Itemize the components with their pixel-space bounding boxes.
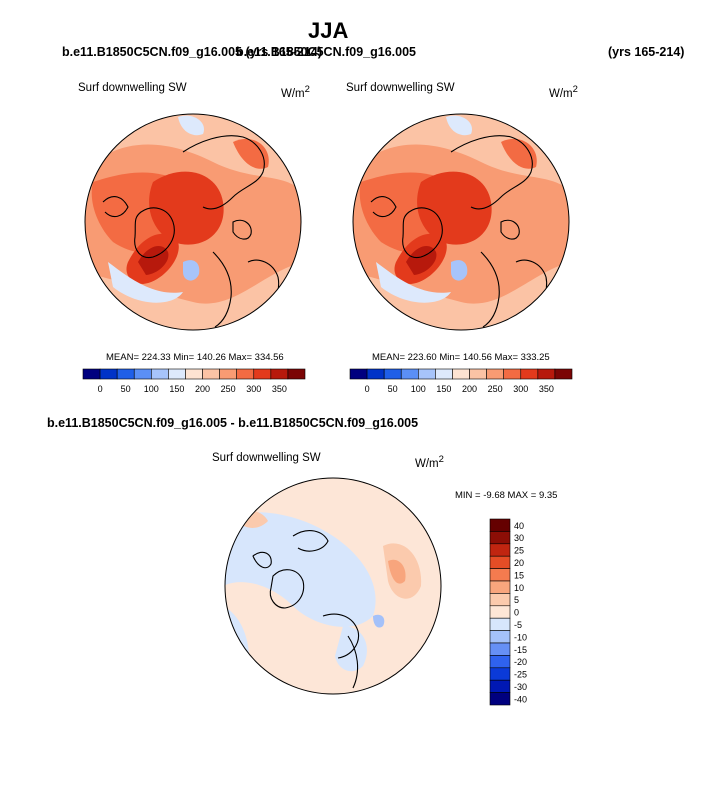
colorbar-box bbox=[489, 617, 511, 631]
colorbar-box bbox=[82, 368, 101, 380]
panel2-colorbar: 0 50 100 150 200 250 300 350 bbox=[349, 368, 573, 394]
colorbar-box bbox=[489, 593, 511, 607]
colorbar-box bbox=[486, 368, 504, 380]
colorbar-tick-label: -15 bbox=[514, 645, 527, 655]
colorbar-tick-label: 250 bbox=[221, 384, 236, 394]
map-fill bbox=[353, 114, 569, 330]
colorbar-box bbox=[287, 368, 306, 380]
diff-header: b.e11.B1850C5CN.f09_g16.005 - b.e11.B185… bbox=[47, 416, 419, 430]
colorbar-tick-label: 300 bbox=[513, 384, 528, 394]
colorbar-tick-label: 200 bbox=[462, 384, 477, 394]
colorbar-box bbox=[349, 368, 368, 380]
colorbar-tick-label: 300 bbox=[246, 384, 261, 394]
coastlines bbox=[252, 530, 360, 689]
colorbar-tick-label: 250 bbox=[488, 384, 503, 394]
colorbar-tick-label: -25 bbox=[514, 670, 527, 680]
map-fill bbox=[85, 114, 301, 330]
colorbar-tick-label: -20 bbox=[514, 657, 527, 667]
colorbar-box bbox=[489, 630, 511, 644]
page-title: JJA bbox=[308, 18, 349, 43]
colorbar-box bbox=[489, 555, 511, 569]
colorbar-tick-label: 10 bbox=[514, 583, 524, 593]
colorbar-box bbox=[366, 368, 385, 380]
colorbar-tick-label: 25 bbox=[514, 546, 524, 556]
colorbar-tick-label: 100 bbox=[144, 384, 159, 394]
colorbar-tick-label: 150 bbox=[169, 384, 184, 394]
colorbar-tick-label: -30 bbox=[514, 682, 527, 692]
colorbar-box bbox=[520, 368, 539, 380]
colorbar-tick-label: -40 bbox=[514, 694, 527, 704]
colorbar-box bbox=[435, 368, 453, 380]
colorbar-box bbox=[489, 692, 511, 706]
colorbar-box bbox=[489, 679, 511, 693]
colorbar-box bbox=[489, 605, 511, 619]
colorbar-box bbox=[270, 368, 289, 380]
colorbar-box bbox=[537, 368, 556, 380]
panel1-title: Surf downwelling SW bbox=[78, 82, 187, 94]
colorbar-tick-label: -5 bbox=[514, 620, 522, 630]
colorbar-box bbox=[133, 368, 152, 380]
colorbar-box bbox=[489, 642, 511, 656]
colorbar-tick-label: 200 bbox=[195, 384, 210, 394]
colorbar-box bbox=[489, 580, 511, 594]
panel3-title: Surf downwelling SW bbox=[212, 452, 321, 464]
colorbar-tick-label: 0 bbox=[365, 384, 370, 394]
colorbar-box bbox=[236, 368, 255, 380]
colorbar-box bbox=[489, 543, 511, 557]
colorbar-tick-label: 5 bbox=[514, 595, 519, 605]
colorbar-box bbox=[489, 655, 511, 669]
colorbar-box bbox=[168, 368, 186, 380]
colorbar-tick-label: 40 bbox=[514, 521, 524, 531]
colorbar-box bbox=[185, 368, 203, 380]
colorbar-box bbox=[383, 368, 402, 380]
colorbar-tick-label: 15 bbox=[514, 570, 524, 580]
colorbar-tick-label: 0 bbox=[98, 384, 103, 394]
colorbar-box bbox=[489, 568, 511, 582]
panel3-polar-map bbox=[224, 477, 442, 695]
colorbar-tick-label: -10 bbox=[514, 632, 527, 642]
colorbar-box bbox=[99, 368, 118, 380]
right-years-label: (yrs 165-214) bbox=[608, 45, 685, 59]
map-fill bbox=[225, 478, 441, 694]
colorbar-box bbox=[151, 368, 169, 380]
coastlines bbox=[102, 135, 280, 328]
left-case-header: b.e11.B1850C5CN.f09_g16.005 (yrs 165-214… bbox=[62, 45, 322, 59]
panel2-polar-map bbox=[352, 113, 570, 331]
colorbar-box bbox=[554, 368, 573, 380]
panel2-stats: MEAN= 223.60 Min= 140.56 Max= 333.25 bbox=[372, 352, 550, 363]
colorbar-box bbox=[503, 368, 522, 380]
panel2-units: W/m2 bbox=[549, 84, 578, 100]
colorbar-box bbox=[469, 368, 487, 380]
colorbar-box bbox=[489, 518, 511, 532]
colorbar-tick-label: 350 bbox=[539, 384, 554, 394]
colorbar-tick-label: 0 bbox=[514, 608, 519, 618]
panel3-units: W/m2 bbox=[415, 454, 444, 470]
colorbar-box bbox=[253, 368, 272, 380]
colorbar-tick-label: 50 bbox=[121, 384, 131, 394]
colorbar-tick-label: 350 bbox=[272, 384, 287, 394]
colorbar-box bbox=[116, 368, 135, 380]
coastlines bbox=[370, 135, 548, 328]
panel2-title: Surf downwelling SW bbox=[346, 82, 455, 94]
colorbar-tick-label: 50 bbox=[388, 384, 398, 394]
panel1-stats: MEAN= 224.33 Min= 140.26 Max= 334.56 bbox=[106, 352, 284, 363]
panel3-colorbar: 40 30 25 20 15 10 5 0 -5 -10 -15 -20 -25 -30 -40 bbox=[489, 518, 527, 706]
colorbar-tick-label: 150 bbox=[436, 384, 451, 394]
colorbar-box bbox=[452, 368, 470, 380]
panel1-colorbar: 0 50 100 150 200 250 300 350 bbox=[82, 368, 306, 394]
right-case-header: b.e11.B1850C5CN.f09_g16.005 bbox=[236, 45, 416, 59]
panel3-stats: MIN = -9.68 MAX = 9.35 bbox=[455, 490, 558, 501]
colorbar-box bbox=[400, 368, 419, 380]
colorbar-box bbox=[202, 368, 220, 380]
colorbar-tick-label: 100 bbox=[411, 384, 426, 394]
panel1-units: W/m2 bbox=[281, 84, 310, 100]
colorbar-box bbox=[489, 531, 511, 545]
colorbar-box bbox=[418, 368, 436, 380]
panel1-polar-map bbox=[84, 113, 302, 331]
colorbar-tick-label: 20 bbox=[514, 558, 524, 568]
colorbar-box bbox=[219, 368, 237, 380]
colorbar-tick-label: 30 bbox=[514, 533, 524, 543]
colorbar-box bbox=[489, 667, 511, 681]
